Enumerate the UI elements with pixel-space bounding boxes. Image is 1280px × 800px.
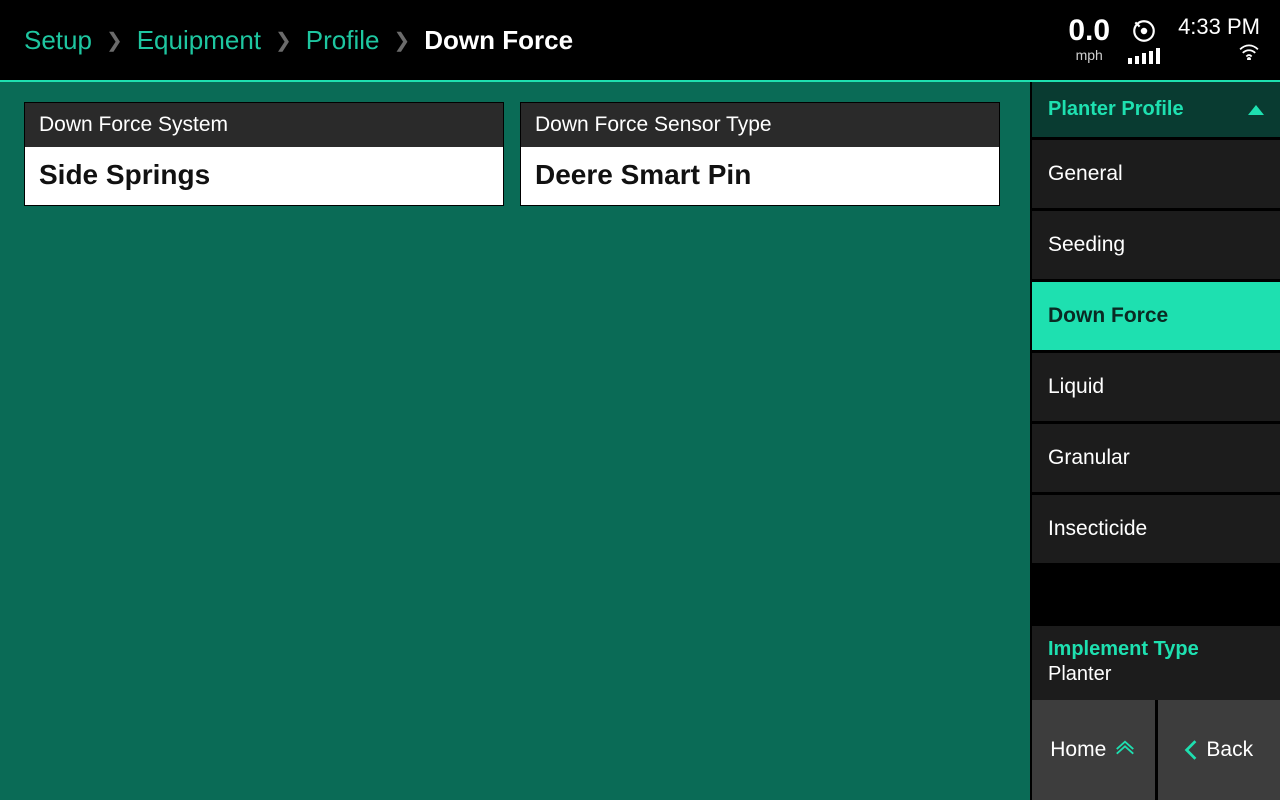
- card-header: Down Force System: [25, 103, 503, 147]
- implement-type-value: Planter: [1048, 663, 1264, 686]
- breadcrumb-current: Down Force: [424, 25, 573, 56]
- home-icon: [1114, 739, 1136, 761]
- back-button[interactable]: Back: [1158, 700, 1280, 800]
- breadcrumb-equipment[interactable]: Equipment: [137, 25, 261, 56]
- sidebar-item-general[interactable]: General: [1032, 140, 1280, 211]
- speed-indicator: 0.0 mph: [1068, 16, 1110, 62]
- sidebar-item-granular[interactable]: Granular: [1032, 424, 1280, 495]
- sidebar-item-insecticide[interactable]: Insecticide: [1032, 495, 1280, 566]
- home-button[interactable]: Home: [1032, 700, 1155, 800]
- sidebar-item-liquid[interactable]: Liquid: [1032, 353, 1280, 424]
- breadcrumb-profile[interactable]: Profile: [306, 25, 380, 56]
- clock-block: 4:33 PM: [1178, 16, 1260, 60]
- chevron-right-icon: ❯: [106, 28, 123, 53]
- back-label: Back: [1206, 738, 1253, 762]
- sidebar-section-label: Planter Profile: [1048, 98, 1184, 121]
- breadcrumb: Setup ❯ Equipment ❯ Profile ❯ Down Force: [24, 25, 573, 56]
- card-value: Side Springs: [25, 147, 503, 205]
- breadcrumb-setup[interactable]: Setup: [24, 25, 92, 56]
- sidebar-section-planter-profile[interactable]: Planter Profile: [1032, 82, 1280, 140]
- chevron-left-icon: [1184, 739, 1198, 761]
- wifi-icon: [1238, 44, 1260, 60]
- card-header: Down Force Sensor Type: [521, 103, 999, 147]
- home-label: Home: [1050, 738, 1106, 762]
- down-force-system-card[interactable]: Down Force System Side Springs: [24, 102, 504, 206]
- chevron-right-icon: ❯: [394, 28, 411, 53]
- gps-signal-block: [1128, 16, 1160, 64]
- time-value: 4:33 PM: [1178, 16, 1260, 38]
- speed-unit: mph: [1068, 48, 1110, 62]
- chevron-right-icon: ❯: [275, 28, 292, 53]
- chevron-up-icon: [1248, 105, 1264, 115]
- card-value: Deere Smart Pin: [521, 147, 999, 205]
- speed-value: 0.0: [1068, 16, 1110, 46]
- sidebar-item-down-force[interactable]: Down Force: [1032, 282, 1280, 353]
- satellite-icon: [1131, 18, 1157, 44]
- signal-bars-icon: [1128, 48, 1160, 64]
- implement-type-label: Implement Type: [1048, 638, 1264, 661]
- status-area: 0.0 mph 4:33 PM: [1068, 16, 1260, 64]
- sidebar: Planter Profile General Seeding Down For…: [1030, 80, 1280, 800]
- top-bar: Setup ❯ Equipment ❯ Profile ❯ Down Force…: [0, 0, 1280, 80]
- down-force-sensor-type-card[interactable]: Down Force Sensor Type Deere Smart Pin: [520, 102, 1000, 206]
- implement-type-panel[interactable]: Implement Type Planter: [1032, 622, 1280, 700]
- sidebar-item-seeding[interactable]: Seeding: [1032, 211, 1280, 282]
- bottom-nav: Home Back: [1032, 700, 1280, 800]
- main-content: Down Force System Side Springs Down Forc…: [0, 80, 1030, 800]
